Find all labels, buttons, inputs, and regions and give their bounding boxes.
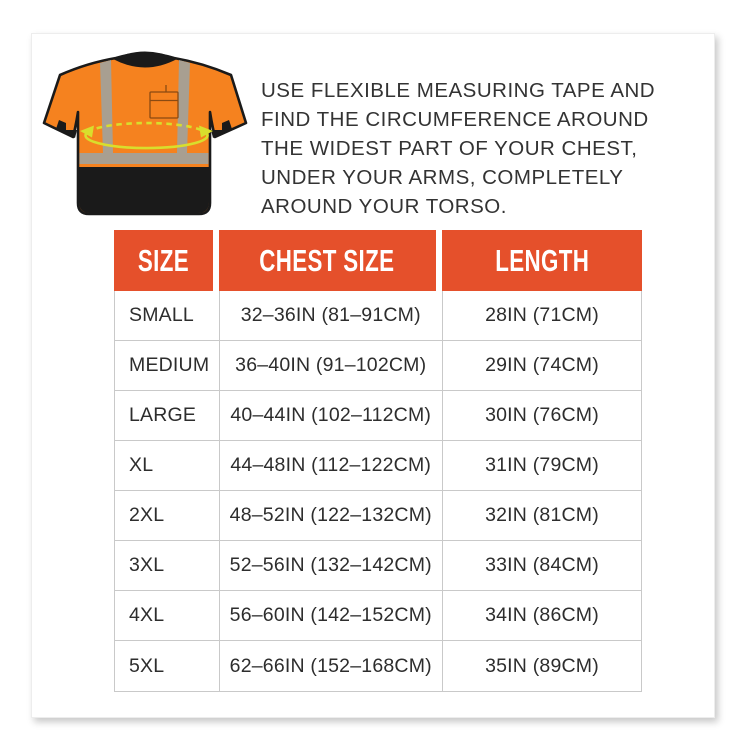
length-cell: 33IN (84CM) xyxy=(443,541,641,591)
instruction-line: AROUND YOUR TORSO. xyxy=(261,195,507,218)
chest-cell: 40–44IN (102–112CM) xyxy=(219,391,443,441)
reflective-band xyxy=(79,153,209,164)
header-cell-size: SIZE xyxy=(114,230,219,291)
length-cell: 31IN (79CM) xyxy=(443,441,641,491)
chest-pocket xyxy=(149,85,179,119)
size-table-header: SIZE CHEST SIZE LENGTH xyxy=(114,230,642,291)
tshirt-collar xyxy=(113,51,177,68)
measure-arc-dashed xyxy=(86,121,207,134)
size-cell: 5XL xyxy=(115,641,220,691)
size-cell: MEDIUM xyxy=(115,341,220,391)
right-cuff-trim xyxy=(211,120,232,138)
length-cell: 34IN (86CM) xyxy=(443,591,641,641)
size-cell: LARGE xyxy=(115,391,220,441)
measure-arrow-left-icon xyxy=(80,125,94,138)
size-cell: SMALL xyxy=(115,291,220,341)
chest-cell: 56–60IN (142–152CM) xyxy=(219,591,443,641)
instruction-line: FIND THE CIRCUMFERENCE AROUND xyxy=(261,108,649,131)
instruction-line: USE FLEXIBLE MEASURING TAPE AND xyxy=(261,79,656,102)
length-cell: 35IN (89CM) xyxy=(485,654,599,677)
chest-cell: 32–36IN (81–91CM) xyxy=(219,291,443,341)
chest-cell: 48–52IN (122–132CM) xyxy=(219,491,443,541)
length-cell: 28IN (71CM) xyxy=(443,291,641,341)
measurement-ellipse xyxy=(80,121,213,150)
length-cell: 30IN (76CM) xyxy=(443,391,641,441)
header-label: CHEST SIZE xyxy=(259,242,395,278)
instruction-line: UNDER YOUR ARMS, COMPLETELY xyxy=(261,166,624,189)
chest-cell: 52–56IN (132–142CM) xyxy=(219,541,443,591)
reflective-stripe-left xyxy=(100,60,113,153)
size-cell: 3XL xyxy=(115,541,220,591)
header-cell-length: LENGTH xyxy=(442,230,642,291)
length-cell: 32IN (81CM) xyxy=(443,491,641,541)
size-table: SIZE CHEST SIZE LENGTH SMALL 32–36IN (81… xyxy=(114,230,642,692)
header-label: SIZE xyxy=(137,242,189,278)
chest-cell: 62–66IN (152–168CM) xyxy=(220,641,443,691)
measure-arrow-right-icon xyxy=(199,125,213,138)
chest-cell: 36–40IN (91–102CM) xyxy=(219,341,443,391)
size-cell: XL xyxy=(115,441,220,491)
black-bottom-panel xyxy=(79,167,209,213)
header-label: LENGTH xyxy=(495,242,589,278)
left-cuff-trim xyxy=(56,120,77,138)
measure-arc-solid xyxy=(84,131,209,150)
length-cell: 29IN (74CM) xyxy=(443,341,641,391)
size-cell: 2XL xyxy=(115,491,220,541)
header-cell-chest-size: CHEST SIZE xyxy=(218,230,442,291)
chest-cell: 44–48IN (112–122CM) xyxy=(219,441,443,491)
instruction-line: THE WIDEST PART OF YOUR CHEST, xyxy=(261,137,638,160)
reflective-stripe-right xyxy=(177,60,190,153)
size-cell: 4XL xyxy=(115,591,220,641)
measurement-instructions: USE FLEXIBLE MEASURING TAPE AND FIND THE… xyxy=(261,76,655,221)
size-table-body: SMALL 32–36IN (81–91CM) 28IN (71CM) MEDI… xyxy=(114,291,642,692)
tshirt-illustration xyxy=(42,51,248,216)
